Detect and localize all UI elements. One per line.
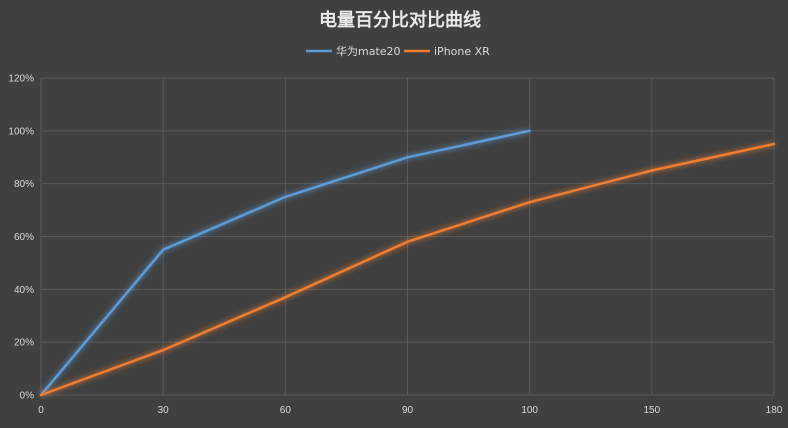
y-tick-label: 100% bbox=[8, 126, 34, 137]
legend-label-series-2: iPhone XR bbox=[434, 45, 490, 58]
series-2-point bbox=[39, 393, 43, 397]
series-1-point bbox=[406, 156, 409, 159]
x-tick-label: 0 bbox=[38, 405, 44, 416]
series-1-point bbox=[284, 195, 287, 199]
x-tick-label: 150 bbox=[643, 405, 660, 416]
y-tick-label: 40% bbox=[14, 285, 34, 296]
gridlines bbox=[40, 77, 775, 396]
series-2-point bbox=[406, 240, 409, 243]
y-tick-label: 0% bbox=[20, 391, 35, 402]
chart-title: 电量百分比对比曲线 bbox=[319, 9, 481, 31]
plot-series bbox=[39, 129, 776, 397]
y-tick-label: 60% bbox=[14, 232, 34, 243]
legend: 华为mate20 iPhone XR bbox=[306, 44, 490, 58]
axis-tick-labels: 0% 20% 40% 60% 80% 100% 120% 0 30 60 90 100 150 180 bbox=[8, 74, 782, 417]
series-1-point bbox=[162, 248, 165, 251]
series-2-point bbox=[528, 201, 531, 204]
x-tick-label: 30 bbox=[158, 405, 170, 416]
series-2-point bbox=[772, 142, 776, 146]
series-1-point bbox=[528, 129, 531, 132]
x-tick-label: 100 bbox=[521, 405, 538, 416]
y-tick-label: 20% bbox=[14, 338, 34, 349]
y-tick-label: 80% bbox=[14, 179, 34, 190]
x-tick-label: 180 bbox=[766, 405, 783, 416]
x-tick-label: 60 bbox=[280, 405, 292, 416]
legend-label-series-1: 华为mate20 bbox=[336, 44, 401, 58]
y-tick-label: 120% bbox=[8, 74, 34, 85]
series-2-point bbox=[650, 169, 653, 172]
series-2-point bbox=[162, 348, 165, 352]
series-2-point bbox=[284, 296, 287, 299]
x-tick-label: 90 bbox=[402, 405, 414, 416]
